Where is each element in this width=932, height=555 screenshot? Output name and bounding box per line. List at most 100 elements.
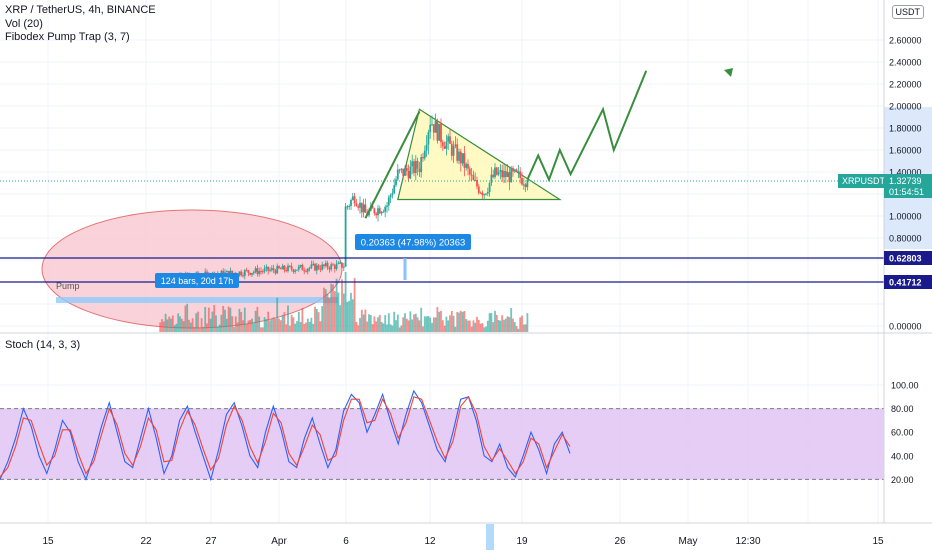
volume-bar [447,320,450,332]
volume-bar [425,316,428,332]
candle-body [305,270,307,272]
volume-bar [278,318,280,332]
volume-bar [202,327,205,332]
volume-bar [188,319,190,332]
candle-body [276,265,279,274]
volume-bar [373,316,376,332]
volume-bar [497,320,500,332]
volume-bar [353,278,356,332]
volume-bar [274,318,277,332]
candle-body [326,262,329,268]
candle-body [490,174,493,183]
volume-bar [477,319,480,332]
volume-bar [195,313,198,332]
volume-bar [434,317,437,332]
candle-body [425,144,428,151]
stoch-legend: Stoch (14, 3, 3) [5,339,81,351]
candle-body [526,179,529,188]
volume-bar [441,320,444,332]
volume-bar [387,313,390,332]
candle-body [432,124,435,133]
volume-bar [222,306,225,332]
volume-bar [180,318,183,332]
measure-label: 0.20363 (47.98%) 20363 [361,238,466,249]
volume-bar [445,316,448,332]
candle-body [220,270,223,275]
volume-bar [342,293,345,332]
volume-bar [247,320,250,332]
candle-body [314,263,316,271]
volume-bar [337,292,340,332]
volume-bar [481,323,484,332]
volume-bar [332,284,334,332]
candle-body [468,168,471,175]
candle-body [391,193,394,196]
time-selection-marker [486,524,494,550]
candle-body [467,163,469,169]
stoch-tick-label: 40.00 [891,451,914,461]
candle-body [281,265,284,270]
candle-body [332,264,334,266]
candle-body [459,151,462,164]
volume-bar [382,323,385,332]
candle-body [267,266,270,271]
candle-body [342,266,345,268]
candle-body [362,204,365,213]
volume-bar [306,318,309,332]
candle-body [290,266,293,270]
volume-bar [364,309,367,332]
currency-button[interactable]: USDT [891,5,924,19]
volume-bar [245,323,248,332]
volume-bar [414,313,417,332]
volume-bar [395,320,397,332]
volume-bar [413,314,415,332]
candle-body [386,205,388,207]
volume-bar [490,313,493,332]
candle-body [312,263,315,265]
candle-body [339,262,342,264]
volume-bar [287,305,289,332]
candle-body [378,208,381,214]
candle-body [254,268,257,272]
candle-body [407,171,410,179]
volume-bar [450,310,453,332]
candle-body [389,195,392,198]
volume-bar [328,298,331,332]
volume-bar [209,318,212,332]
candle-body [260,271,262,273]
volume-bar [168,316,171,332]
volume-bar [526,313,529,332]
volume-bar [443,325,446,332]
candle-body [479,192,482,194]
volume-bar [319,321,322,332]
candle-body [522,184,525,186]
price-tick-label: 2.00000 [889,102,922,112]
volume-bar [427,315,430,332]
range-label-box [155,273,239,288]
candle-body [449,136,451,144]
volume-bar [396,314,399,332]
candle-body [413,161,415,173]
volume-bar [184,305,187,332]
candle-body [420,157,423,173]
volume-bar [162,321,165,332]
price-tick-label: 1.80000 [889,124,922,134]
candle-body [299,264,302,267]
volume-bar [216,326,219,332]
candle-body [416,160,419,169]
volume-bar [229,307,232,332]
volume-bar [296,321,298,332]
candle-body [429,124,432,133]
volume-bar [335,278,338,332]
volume-bar [501,315,504,332]
volume-bar [297,311,300,332]
volume-legend: Vol (20) [5,18,43,30]
time-tick-label: 12 [424,536,436,547]
candle-body [287,265,289,272]
candle-body [351,196,354,201]
volume-bar [218,324,221,332]
candle-body [350,200,352,206]
price-tick-label: 2.60000 [889,36,922,46]
candle-body [341,262,343,268]
